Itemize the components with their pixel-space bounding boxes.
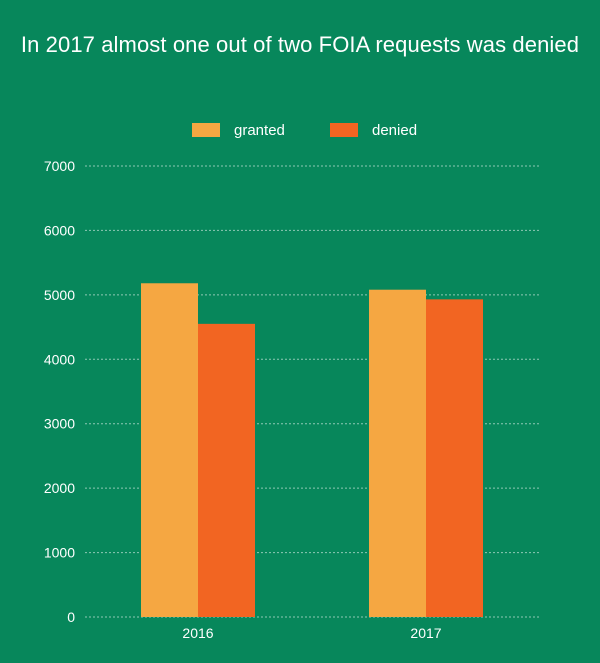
legend-swatch-granted: [192, 123, 220, 137]
bar-granted-2017: [369, 289, 426, 617]
bar-denied-2017: [426, 299, 483, 617]
x-tick-label: 2016: [182, 625, 213, 641]
y-tick-label: 7000: [44, 158, 75, 174]
y-tick-label: 0: [67, 609, 75, 625]
y-tick-label: 5000: [44, 287, 75, 303]
bars: [141, 283, 483, 617]
legend: granted denied: [192, 122, 417, 139]
legend-swatch-denied: [330, 123, 358, 137]
y-tick-label: 4000: [44, 351, 75, 367]
chart-title: In 2017 almost one out of two FOIA reque…: [20, 32, 580, 57]
x-axis-ticks: 2016 2017: [182, 625, 441, 641]
y-tick-label: 2000: [44, 480, 75, 496]
bar-denied-2016: [198, 323, 255, 617]
x-tick-label: 2017: [410, 625, 441, 641]
legend-label-granted: granted: [234, 122, 285, 139]
y-axis-ticks: 0 1000 2000 3000 4000 5000 6000 7000: [44, 158, 75, 625]
bar-granted-2016: [141, 283, 198, 617]
y-tick-label: 6000: [44, 222, 75, 238]
legend-label-denied: denied: [372, 122, 417, 139]
y-tick-label: 1000: [44, 545, 75, 561]
y-tick-label: 3000: [44, 416, 75, 432]
